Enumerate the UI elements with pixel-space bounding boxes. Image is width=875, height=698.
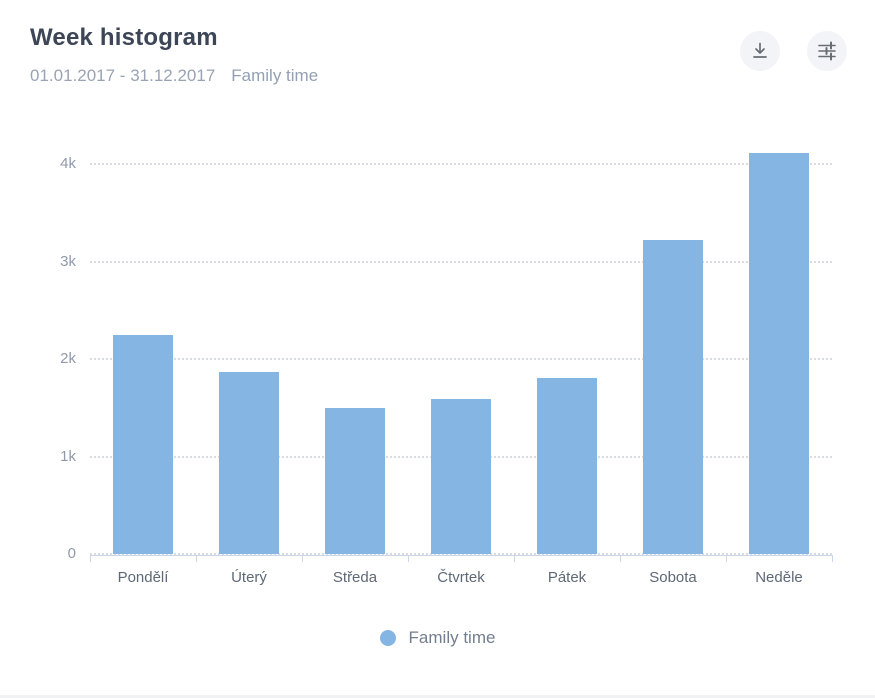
y-axis-tick-label: 3k bbox=[60, 252, 76, 270]
x-axis-category-label: Pondělí bbox=[117, 569, 169, 586]
download-icon bbox=[753, 42, 767, 58]
legend-item[interactable]: Family time bbox=[0, 628, 875, 648]
x-axis-tick bbox=[514, 556, 515, 562]
x-axis-category-label: Sobota bbox=[649, 569, 697, 586]
y-gridline bbox=[90, 553, 832, 555]
legend-dot bbox=[379, 630, 396, 646]
bar-Středa[interactable] bbox=[325, 407, 385, 554]
x-axis-tick bbox=[408, 556, 409, 562]
x-axis-category-label: Čtvrtek bbox=[437, 569, 485, 586]
bar-Sobota[interactable] bbox=[643, 240, 703, 554]
y-gridline bbox=[90, 163, 832, 165]
sliders-icon bbox=[818, 41, 836, 61]
y-axis-tick-label: 1k bbox=[60, 447, 76, 465]
download-button[interactable] bbox=[740, 31, 780, 71]
bar-chart: 0 1k 2k 3k 4k Pondělí Úterý Středa Čtvrtek Pátek S… bbox=[60, 153, 833, 586]
x-axis-tick bbox=[726, 556, 727, 562]
x-axis-category-label: Úterý bbox=[231, 569, 267, 586]
header-actions bbox=[740, 31, 847, 71]
settings-button[interactable] bbox=[807, 31, 847, 71]
x-axis-tick bbox=[302, 556, 303, 562]
bar-Pondělí[interactable] bbox=[113, 334, 173, 554]
y-gridline bbox=[90, 358, 832, 360]
page-title: Week histogram bbox=[30, 24, 218, 51]
y-gridline bbox=[90, 260, 832, 263]
x-axis-tick bbox=[196, 556, 197, 562]
chart-subtitle: 01.01.2017 - 31.12.2017 Family time bbox=[30, 66, 318, 86]
chart-header: Week histogram 01.01.2017 - 31.12.2017 Fa… bbox=[0, 0, 875, 100]
y-axis-tick-label: 4k bbox=[60, 155, 76, 172]
metric-label: Family time bbox=[231, 66, 319, 85]
legend-label: Family time bbox=[408, 628, 496, 647]
x-axis-category-label: Pátek bbox=[547, 569, 587, 586]
y-axis-tick-label: 0 bbox=[67, 545, 76, 562]
x-axis-category-label: Neděle bbox=[755, 569, 803, 586]
bar-Čtvrtek[interactable] bbox=[431, 398, 491, 554]
x-axis-line bbox=[90, 555, 833, 556]
x-axis-tick bbox=[832, 556, 833, 562]
date-range: 01.01.2017 - 31.12.2017 bbox=[30, 66, 216, 85]
bar-Pátek[interactable] bbox=[537, 377, 597, 554]
bar-Neděle[interactable] bbox=[749, 153, 809, 554]
x-axis-tick bbox=[90, 556, 91, 562]
x-axis-category-label: Středa bbox=[332, 569, 378, 586]
y-axis-tick-label: 2k bbox=[60, 350, 76, 367]
bar-Úterý[interactable] bbox=[219, 371, 279, 554]
x-axis-tick bbox=[620, 556, 621, 562]
